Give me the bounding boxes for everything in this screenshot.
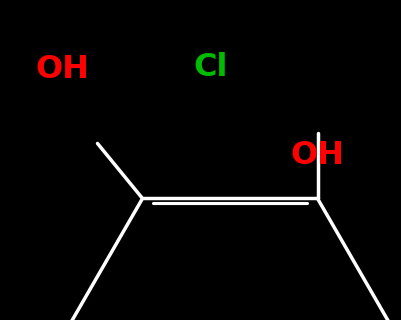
Text: OH: OH [290, 140, 344, 171]
Text: Cl: Cl [193, 52, 227, 84]
Text: OH: OH [35, 54, 89, 85]
